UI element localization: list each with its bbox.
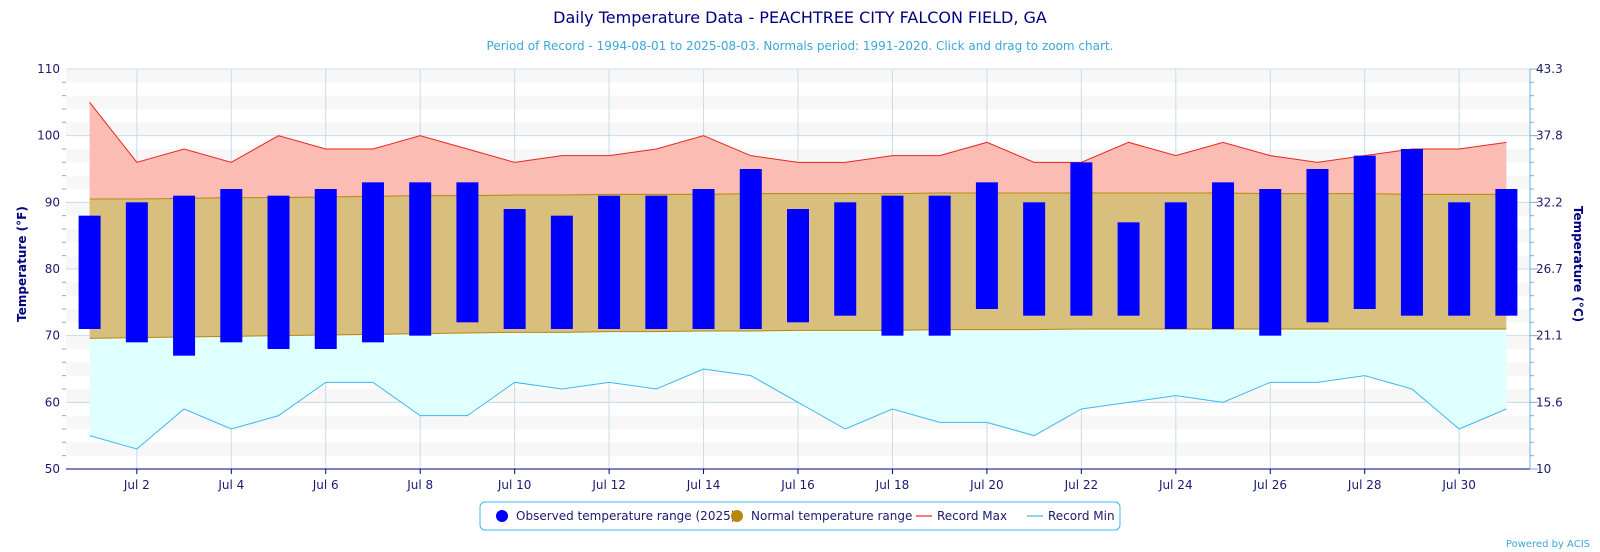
y-tick-label-left: 60 — [45, 395, 60, 409]
y-tick-label-left: 90 — [45, 195, 60, 209]
observed-bar-jul-14 — [692, 189, 715, 329]
observed-bar-jul-7 — [361, 182, 384, 343]
y-tick-label-right: 37.8 — [1536, 129, 1563, 143]
x-tick-label: Jul 16 — [780, 478, 815, 492]
legend-marker-dot — [496, 510, 508, 522]
y-axis-right-title: Temperature (°C) — [1571, 206, 1585, 322]
chart-subtitle: Period of Record - 1994-08-01 to 2025-08… — [487, 39, 1114, 53]
observed-bar-jul-10 — [503, 209, 526, 329]
x-tick-label: Jul 8 — [406, 478, 433, 492]
y-tick-label-left: 100 — [37, 129, 60, 143]
y-tick-label-right: 15.6 — [1536, 395, 1563, 409]
record-min-line — [89, 368, 1507, 450]
legend-item-label: Record Min — [1048, 509, 1115, 523]
observed-bar-jul-27 — [1306, 169, 1329, 323]
observed-bar-jul-26 — [1259, 189, 1282, 336]
observed-bar-jul-18 — [881, 195, 904, 336]
credit-link[interactable]: Powered by ACIS — [1506, 539, 1590, 550]
observed-bar-jul-24 — [1164, 202, 1187, 329]
observed-bar-jul-28 — [1353, 155, 1376, 309]
y-tick-label-left: 110 — [37, 62, 60, 76]
observed-bar-jul-22 — [1070, 162, 1093, 316]
y-tick-label-left: 80 — [45, 262, 60, 276]
observed-bar-jul-20 — [975, 182, 998, 309]
observed-bar-jul-30 — [1448, 202, 1471, 316]
observed-bar-jul-29 — [1400, 149, 1423, 316]
observed-bars — [78, 149, 1518, 356]
record-max-area — [89, 102, 1507, 199]
x-tick-label: Jul 22 — [1064, 478, 1099, 492]
observed-bar-jul-12 — [598, 195, 621, 329]
x-tick-label: Jul 24 — [1158, 478, 1193, 492]
y-tick-label-left: 70 — [45, 329, 60, 343]
y-tick-label-right: 43.3 — [1536, 62, 1563, 76]
observed-bar-jul-25 — [1212, 182, 1235, 329]
observed-bar-jul-8 — [409, 182, 432, 336]
observed-bar-jul-17 — [834, 202, 857, 316]
observed-bar-jul-6 — [314, 189, 337, 349]
x-tick-label: Jul 10 — [497, 478, 532, 492]
observed-bar-jul-1 — [78, 215, 101, 329]
observed-bar-jul-4 — [220, 189, 243, 343]
observed-bar-jul-15 — [739, 169, 762, 329]
record-max-line — [89, 102, 1507, 163]
chart-legend[interactable]: Observed temperature range (2025) Normal … — [479, 501, 1121, 531]
y-tick-label-right: 10 — [1536, 462, 1551, 476]
y-tick-label-left: 50 — [45, 462, 60, 476]
y-axis-left-title: Temperature (°F) — [15, 206, 29, 322]
chart-title: Daily Temperature Data - PEACHTREE CITY … — [553, 8, 1047, 27]
observed-bar-jul-21 — [1023, 202, 1046, 316]
observed-bar-jul-3 — [173, 195, 196, 356]
legend-item-label: Record Max — [937, 509, 1007, 523]
y-tick-label-right: 21.1 — [1536, 329, 1563, 343]
axes: 50 60 70 80 90 100 110 10 15.6 21.1 26.7 32.2 37.8 43… — [37, 62, 1563, 492]
observed-bar-jul-11 — [550, 215, 573, 329]
x-tick-label: Jul 6 — [312, 478, 339, 492]
x-tick-label: Jul 28 — [1347, 478, 1382, 492]
x-tick-label: Jul 4 — [217, 478, 244, 492]
observed-bar-jul-5 — [267, 195, 290, 349]
legend-box — [479, 501, 1121, 531]
x-tick-label: Jul 2 — [123, 478, 150, 492]
observed-bar-jul-9 — [456, 182, 479, 323]
observed-bar-jul-16 — [787, 209, 809, 323]
observed-bar-jul-31 — [1495, 189, 1518, 316]
range-areas — [89, 102, 1507, 450]
observed-bar-jul-23 — [1117, 222, 1140, 316]
legend-item-label: Normal temperature range — [751, 509, 912, 523]
x-tick-label: Jul 20 — [969, 478, 1004, 492]
x-tick-label: Jul 26 — [1252, 478, 1287, 492]
legend-marker-dot — [731, 510, 743, 522]
observed-bar-jul-19 — [928, 195, 951, 336]
x-tick-label: Jul 30 — [1441, 478, 1476, 492]
legend-item-label: Observed temperature range (2025) — [516, 509, 735, 523]
x-tick-label: Jul 12 — [591, 478, 626, 492]
y-tick-label-right: 32.2 — [1536, 195, 1563, 209]
observed-bar-jul-13 — [645, 195, 668, 329]
y-tick-label-right: 26.7 — [1536, 262, 1563, 276]
observed-bar-jul-2 — [125, 202, 148, 343]
x-tick-label: Jul 14 — [686, 478, 721, 492]
x-tick-label: Jul 18 — [875, 478, 910, 492]
record-min-area — [89, 329, 1507, 449]
